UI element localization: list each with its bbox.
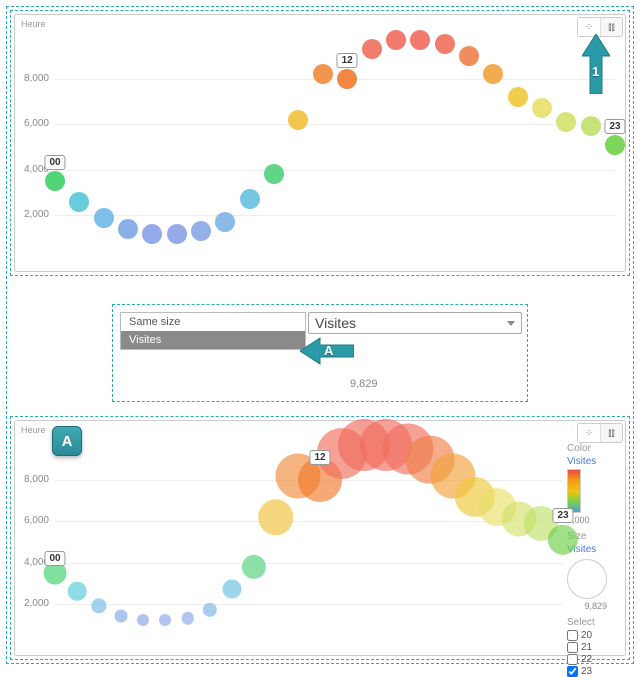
chart-bubble[interactable] [556, 112, 576, 132]
chart-bubble[interactable] [532, 98, 552, 118]
chart-bubble[interactable] [222, 580, 241, 599]
color-scale-icon [567, 469, 581, 513]
y-tick-label: 2,000 [19, 598, 49, 609]
point-label: 00 [44, 551, 65, 566]
dropdown-open-list: Same sizeVisites [120, 312, 306, 350]
chart-bubble[interactable] [202, 603, 216, 617]
chart-bubble[interactable] [191, 221, 211, 241]
point-label: 12 [309, 450, 330, 465]
legend-select-row: 21 [567, 642, 623, 653]
y-tick-label: 2,000 [19, 209, 49, 220]
y-tick-label: 6,000 [19, 118, 49, 129]
point-label: 12 [337, 53, 358, 68]
legend-color-metric[interactable]: Visites [567, 456, 623, 467]
legend-select-title: Select [567, 617, 623, 628]
point-label: 00 [44, 155, 65, 170]
chart-bubble[interactable] [508, 87, 528, 107]
scatter-icon: ⁘ [585, 22, 593, 33]
gridline [55, 124, 615, 125]
gridline [55, 215, 615, 216]
scatter-toggle-button[interactable]: ⁘ [578, 424, 600, 442]
bars-icon: ⫾⫾ [608, 22, 614, 33]
chart-bubble[interactable] [435, 34, 455, 54]
y-tick-label: 8,000 [19, 474, 49, 485]
chart-bubble[interactable] [313, 64, 333, 84]
legend-select-row: 22 [567, 654, 623, 665]
chart-bubble[interactable] [459, 46, 479, 66]
legend-select-checkbox[interactable] [567, 654, 578, 665]
annotation-badge-a-bot: A [52, 426, 82, 456]
chart-bot-frame: Heure ⁘ ⫾⫾ ColorVisites5,000SizeVisites9… [14, 420, 626, 656]
metric-select[interactable]: Visites [308, 312, 522, 334]
chart-bubble[interactable] [215, 212, 235, 232]
gridline [55, 170, 615, 171]
chart-bubble[interactable] [264, 164, 284, 184]
chart-bubble[interactable] [159, 614, 171, 626]
chart-bot-axis-title: Heure [21, 425, 46, 435]
legend-select-checkbox[interactable] [567, 642, 578, 653]
gridline [55, 563, 563, 564]
annotation-arrow-a-mid: A [300, 336, 354, 366]
chart-bubble[interactable] [362, 39, 382, 59]
chart-bubble[interactable] [386, 30, 406, 50]
legend-select-checkbox[interactable] [567, 666, 578, 677]
chart-bubble[interactable] [242, 555, 266, 579]
point-label: 23 [604, 119, 625, 134]
chart-bubble[interactable] [258, 500, 294, 536]
chart-bubble[interactable] [118, 219, 138, 239]
chart-top-frame: Heure ⁘ ⫾⫾ 2,0004,0006,0008,000001223 [14, 14, 626, 272]
chart-bubble[interactable] [410, 30, 430, 50]
gridline [55, 604, 563, 605]
annotation-arrow-a-mid-label: A [324, 343, 333, 358]
chart-bubble[interactable] [45, 171, 65, 191]
chart-bubble[interactable] [483, 64, 503, 84]
y-tick-label: 6,000 [19, 515, 49, 526]
legend-select-label: 21 [581, 642, 592, 653]
y-tick-label: 8,000 [19, 73, 49, 84]
metric-select-value: Visites [315, 315, 356, 331]
bars-toggle-button[interactable]: ⫾⫾ [600, 424, 622, 442]
chart-bubble[interactable] [240, 189, 260, 209]
point-label: 23 [552, 508, 573, 523]
chart-bubble[interactable] [142, 224, 162, 244]
gridline [55, 79, 615, 80]
legend-select-label: 20 [581, 630, 592, 641]
annotation-arrow-1: 1 [582, 34, 610, 94]
chart-bot-legend: ColorVisites5,000SizeVisites9,829Select2… [567, 443, 623, 677]
chart-bubble[interactable] [181, 612, 193, 624]
chart-bubble[interactable] [68, 582, 87, 601]
chart-bubble[interactable] [137, 614, 149, 626]
bars-icon: ⫾⫾ [608, 428, 614, 439]
legend-color-min: 5,000 [567, 515, 623, 525]
legend-select-checkbox[interactable] [567, 630, 578, 641]
annotation-badge-a-bot-label: A [62, 433, 73, 450]
chart-bubble[interactable] [92, 598, 107, 613]
legend-size-max: 9,829 [567, 601, 607, 611]
legend-select-label: 23 [581, 666, 592, 677]
chart-bubble[interactable] [167, 224, 187, 244]
chart-bubble[interactable] [581, 116, 601, 136]
chart-bubble[interactable] [115, 610, 128, 623]
annotation-arrow-1-label: 1 [592, 64, 599, 79]
chart-bot-toolbar: ⁘ ⫾⫾ [577, 423, 623, 443]
mid-annot-value: 9,829 [350, 378, 378, 390]
dropdown-option[interactable]: Same size [121, 313, 305, 331]
legend-select-row: 23 [567, 666, 623, 677]
legend-color-title: Color [567, 443, 623, 454]
size-demo-icon [567, 559, 607, 599]
chart-bubble[interactable] [94, 208, 114, 228]
legend-select-label: 22 [581, 654, 592, 665]
chart-bubble[interactable] [288, 110, 308, 130]
chart-bubble[interactable] [69, 192, 89, 212]
dropdown-option[interactable]: Visites [121, 331, 305, 349]
chart-bubble[interactable] [337, 69, 357, 89]
legend-select-row: 20 [567, 630, 623, 641]
scatter-icon: ⁘ [585, 428, 593, 439]
chart-top-axis-title: Heure [21, 19, 46, 29]
chart-bubble[interactable] [605, 135, 625, 155]
